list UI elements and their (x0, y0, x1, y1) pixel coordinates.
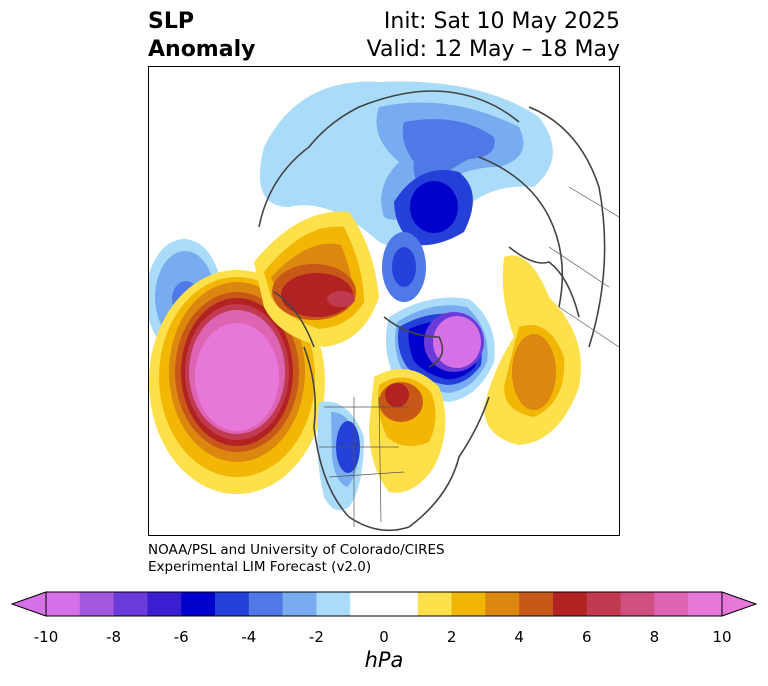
colorbar-segment (688, 592, 723, 616)
tick-label: -6 (173, 628, 189, 646)
tick-label: 8 (649, 628, 660, 646)
init-date: Init: Sat 10 May 2025 (383, 9, 620, 34)
map-panel (148, 66, 620, 536)
colorbar-segment (282, 592, 317, 616)
colorbar (10, 591, 758, 617)
colorbar-segment (654, 592, 689, 616)
coastline-overlay (258, 90, 606, 532)
colorbar-segment (316, 592, 351, 616)
colorbar-segment (485, 592, 520, 616)
tick-label: -8 (106, 628, 122, 646)
colorbar-segment (113, 592, 148, 616)
colorbar-segment (586, 592, 622, 616)
tick-label: -2 (308, 628, 324, 646)
map-title: SLP Anomaly (148, 8, 255, 64)
anomaly-northeast-pacific-high (149, 270, 325, 494)
colorbar-outline (45, 591, 723, 617)
credit-text: NOAA/PSL and University of Colorado/CIRE… (148, 542, 445, 576)
tick-label: 2 (446, 628, 457, 646)
colorbar-unit: hPa (364, 648, 404, 672)
anomaly-subtropical-atlantic-high (484, 255, 581, 445)
colorbar-segment (620, 592, 655, 616)
colorbar-segment (181, 592, 216, 616)
tick-label: 6 (582, 628, 592, 646)
colorbar-segment (215, 592, 250, 616)
colorbar-segment (519, 592, 554, 616)
colorbar-over-triangle (721, 591, 758, 617)
title-line-2: Anomaly (148, 37, 256, 62)
tick-label: 0 (379, 628, 389, 646)
credit-line-2: Experimental LIM Forecast (v2.0) (148, 559, 372, 575)
colorbar-segment (451, 592, 486, 616)
credit-line-1: NOAA/PSL and University of Colorado/CIRE… (148, 542, 445, 558)
tick-label: 4 (514, 628, 524, 646)
colorbar-segment (350, 592, 385, 616)
tick-label: 10 (712, 628, 732, 646)
colorbar-segment (248, 592, 284, 616)
colorbar-segment (417, 592, 453, 616)
border-lines (319, 186, 619, 527)
valid-range: Valid: 12 May – 18 May (366, 37, 620, 62)
tick-label: -10 (33, 628, 59, 646)
colorbar-segment (147, 592, 182, 616)
map-svg (149, 67, 619, 535)
colorbar-segment (79, 592, 115, 616)
colorbar-under-triangle (10, 591, 47, 617)
colorbar-segment (46, 592, 81, 616)
anomaly-hudson-bay-high (369, 369, 446, 493)
colorbar-segment (553, 592, 588, 616)
forecast-dates: Init: Sat 10 May 2025 Valid: 12 May – 18… (367, 8, 620, 64)
anomaly-north-atlantic-low (385, 297, 495, 402)
tick-label: -4 (241, 628, 257, 646)
colorbar-segment (384, 592, 419, 616)
title-line-1: SLP (148, 9, 194, 34)
